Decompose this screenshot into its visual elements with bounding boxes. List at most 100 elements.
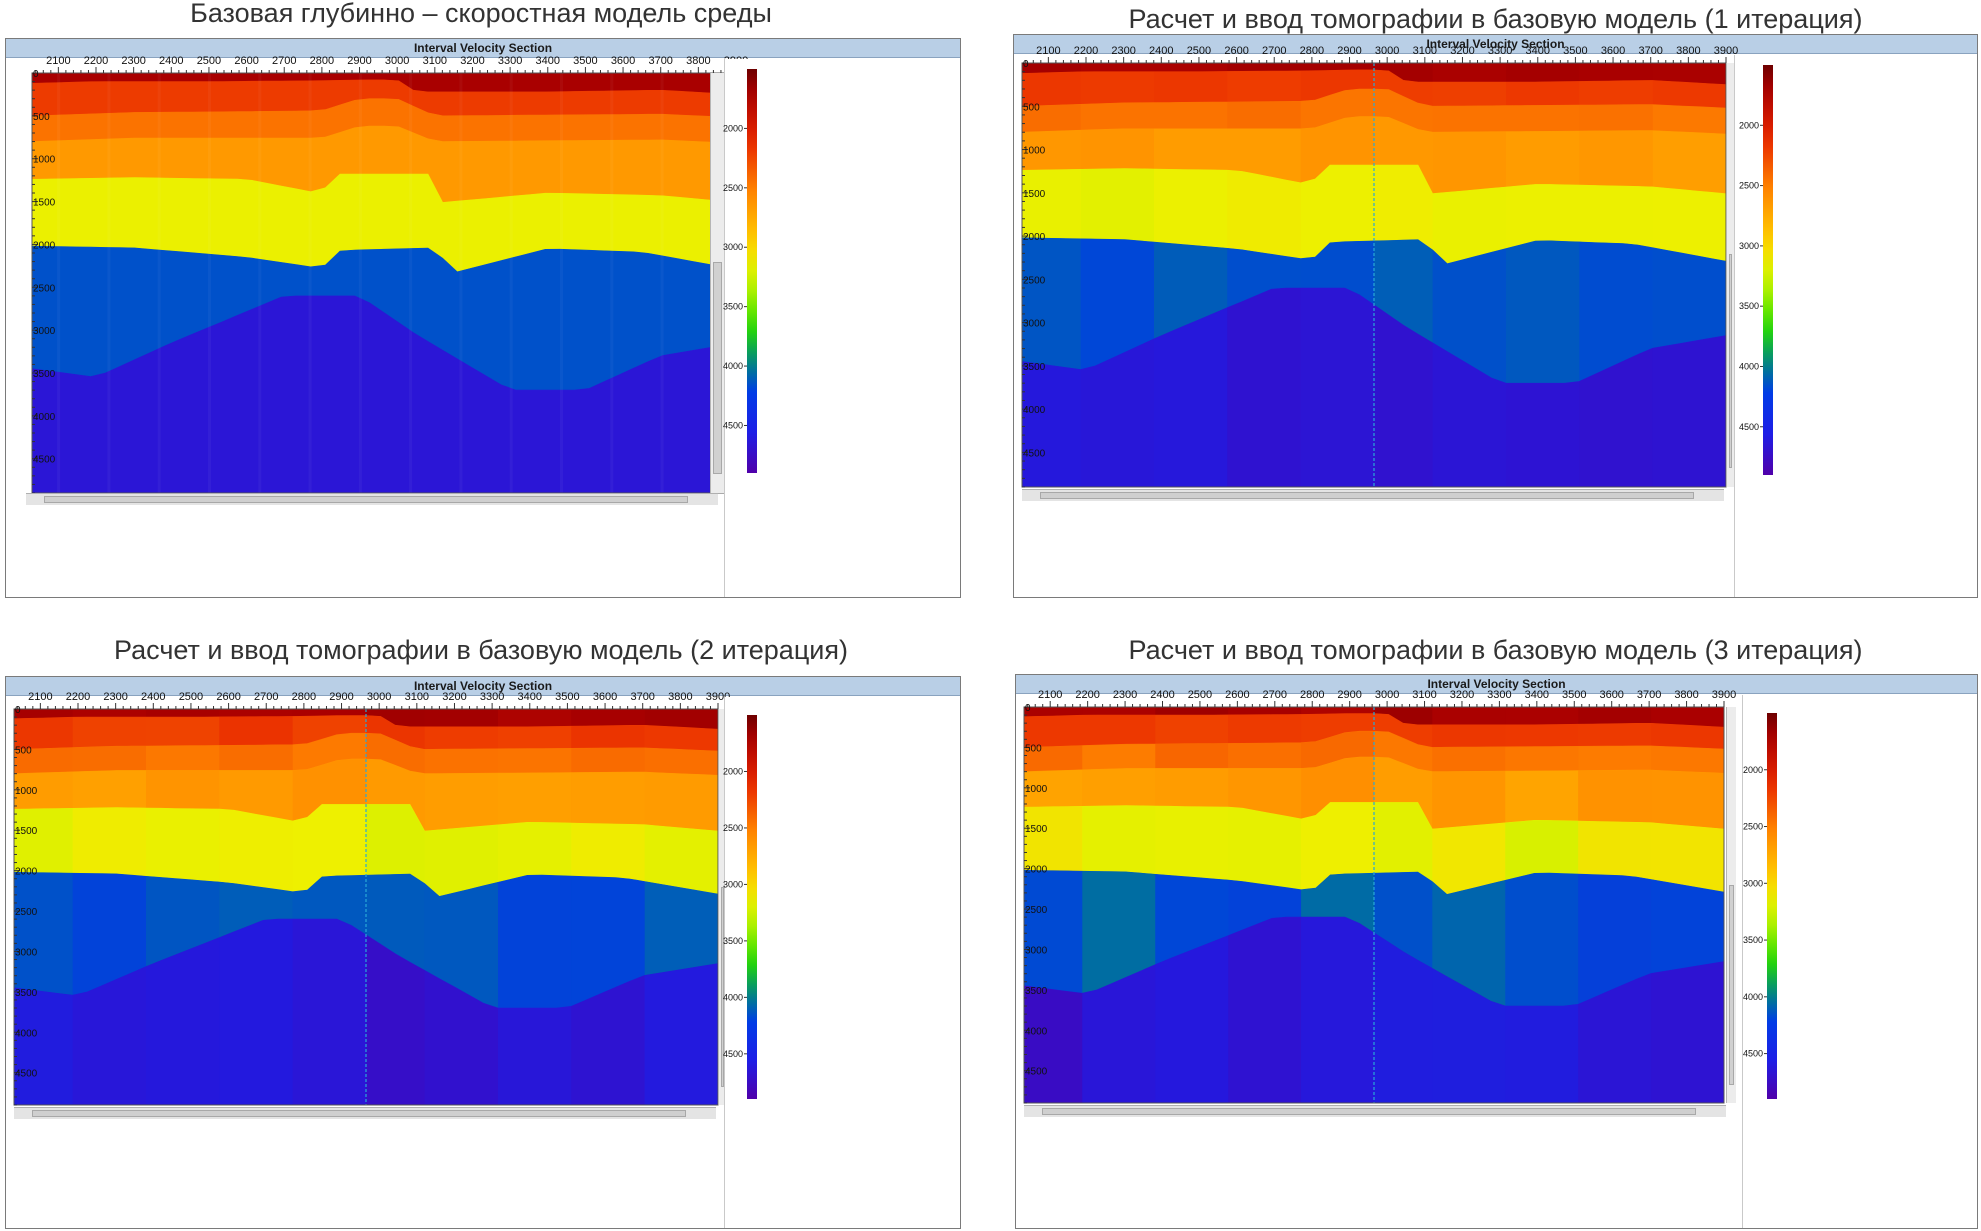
x-tick-label: 2100 <box>1038 689 1062 701</box>
x-tick-label: 2100 <box>28 691 52 703</box>
y-tick-label: 3500 <box>1025 986 1048 997</box>
y-tick-label: 4000 <box>1025 1026 1048 1037</box>
velocity-patch <box>1022 130 1081 171</box>
x-tick-label: 2200 <box>1074 45 1098 57</box>
velocity-patch <box>146 709 220 718</box>
scrollbar-thumb[interactable] <box>721 887 724 1087</box>
y-tick-label: 3000 <box>1023 319 1046 330</box>
velocity-patch <box>1579 130 1653 187</box>
velocity-patch <box>1374 69 1433 107</box>
scrollbar-thumb[interactable] <box>713 262 722 474</box>
velocity-patch <box>1082 871 1156 994</box>
y-tick-label: 0 <box>1025 703 1031 714</box>
x-tick-label: 3500 <box>555 691 579 703</box>
trace-stripe <box>560 73 563 493</box>
vertical-scrollbar[interactable] <box>718 709 726 1105</box>
velocity-patch <box>1022 237 1081 370</box>
velocity-patch <box>571 876 645 1007</box>
velocity-patch <box>1024 707 1083 717</box>
velocity-patch <box>1228 768 1302 819</box>
velocity-patch <box>1227 128 1301 183</box>
scrollbar-thumb[interactable] <box>44 496 688 503</box>
velocity-patch <box>1432 342 1506 487</box>
y-tick-label: 3500 <box>1023 362 1046 373</box>
panel-title: Расчет и ввод томографии в базовую модел… <box>1128 635 1863 665</box>
velocity-patch <box>1432 746 1506 772</box>
velocity-patch <box>1227 248 1301 308</box>
colorbar-tick-label: 3500 <box>1743 935 1763 945</box>
velocity-patch <box>1578 707 1652 725</box>
velocity-panel-base: Базовая глубинно – скоростная модель сре… <box>0 0 962 600</box>
x-tick-label: 3400 <box>1526 45 1550 57</box>
x-tick-label: 2800 <box>1300 45 1324 57</box>
velocity-patch <box>1506 81 1580 106</box>
y-tick-label: 3500 <box>15 988 38 999</box>
velocity-section-chart: 2100 2200 2300 2400 2500 2600 2700 2800 2900 3000… <box>13 691 730 1106</box>
velocity-patch <box>1227 288 1301 487</box>
x-tick-label: 3400 <box>1525 689 1549 701</box>
velocity-patch <box>1432 82 1506 107</box>
velocity-patch <box>146 716 220 746</box>
vertical-scrollbar[interactable] <box>1726 707 1736 1103</box>
vertical-scrollbar[interactable] <box>710 73 724 493</box>
velocity-patch <box>366 733 425 774</box>
velocity-patch <box>1155 874 1229 965</box>
velocity-patch <box>1024 806 1083 872</box>
colorbar-tick-label: 4000 <box>723 361 743 371</box>
x-tick-label: 2400 <box>141 691 165 703</box>
y-tick-label: 0 <box>15 705 21 716</box>
velocity-patch <box>1651 745 1724 774</box>
velocity-patch <box>146 937 220 1105</box>
velocity-patch <box>1155 935 1229 1103</box>
horizontal-scrollbar[interactable] <box>1022 489 1724 501</box>
velocity-patch <box>366 934 425 1105</box>
velocity-patch <box>1579 63 1653 82</box>
y-tick-label: 1500 <box>33 198 56 209</box>
velocity-patch <box>1506 105 1580 132</box>
velocity-patch <box>1300 69 1374 102</box>
horizontal-scrollbar[interactable] <box>14 1107 716 1119</box>
velocity-patch <box>1579 104 1653 131</box>
scrollbar-thumb[interactable] <box>1040 492 1694 499</box>
velocity-patch <box>366 804 425 884</box>
scrollbar-thumb[interactable] <box>1729 254 1732 468</box>
velocity-colorbar: 2000 2500 3000 3500 4000 4500 <box>723 715 757 1099</box>
velocity-patch <box>1300 165 1374 259</box>
colorbar-tick-label: 4500 <box>723 1049 743 1059</box>
horizontal-scrollbar[interactable] <box>26 493 718 505</box>
velocity-patch <box>146 876 220 967</box>
colorbar-gradient <box>1763 65 1773 475</box>
velocity-patch <box>1432 880 1506 1006</box>
velocity-patch <box>1154 307 1228 487</box>
y-tick-label: 2000 <box>33 240 56 251</box>
velocity-patch <box>1578 821 1652 880</box>
vertical-scrollbar[interactable] <box>1726 63 1734 487</box>
velocity-patch <box>1506 184 1580 249</box>
scrollbar-thumb[interactable] <box>1729 885 1734 1085</box>
scrollbar-thumb[interactable] <box>1042 1108 1696 1115</box>
velocity-patch <box>644 963 718 1105</box>
x-tick-label: 3600 <box>611 55 635 67</box>
x-tick-label: 3700 <box>1637 689 1661 701</box>
velocity-patch <box>14 771 73 810</box>
velocity-patch <box>292 804 366 892</box>
velocity-patch <box>1301 707 1374 715</box>
velocity-patch <box>1578 973 1652 1103</box>
scrollbar-thumb[interactable] <box>32 1110 686 1117</box>
x-tick-label: 2600 <box>216 691 240 703</box>
x-tick-label: 3300 <box>498 55 522 67</box>
velocity-patch <box>72 807 146 877</box>
trace-stripe <box>459 73 463 493</box>
velocity-patch <box>498 875 572 1008</box>
velocity-patch <box>1080 168 1154 243</box>
velocity-patch <box>1578 723 1652 747</box>
velocity-patch <box>571 747 645 773</box>
velocity-patch <box>1652 130 1726 194</box>
horizontal-scrollbar[interactable] <box>1024 1105 1726 1117</box>
x-tick-label: 3800 <box>1676 45 1700 57</box>
section-window: Interval Velocity Section 2100 2200 2300 24… <box>1013 34 1978 598</box>
y-tick-label: 500 <box>33 112 50 123</box>
velocity-patch <box>1022 104 1081 133</box>
y-tick-label: 500 <box>1025 743 1042 754</box>
velocity-patch <box>1082 805 1156 875</box>
